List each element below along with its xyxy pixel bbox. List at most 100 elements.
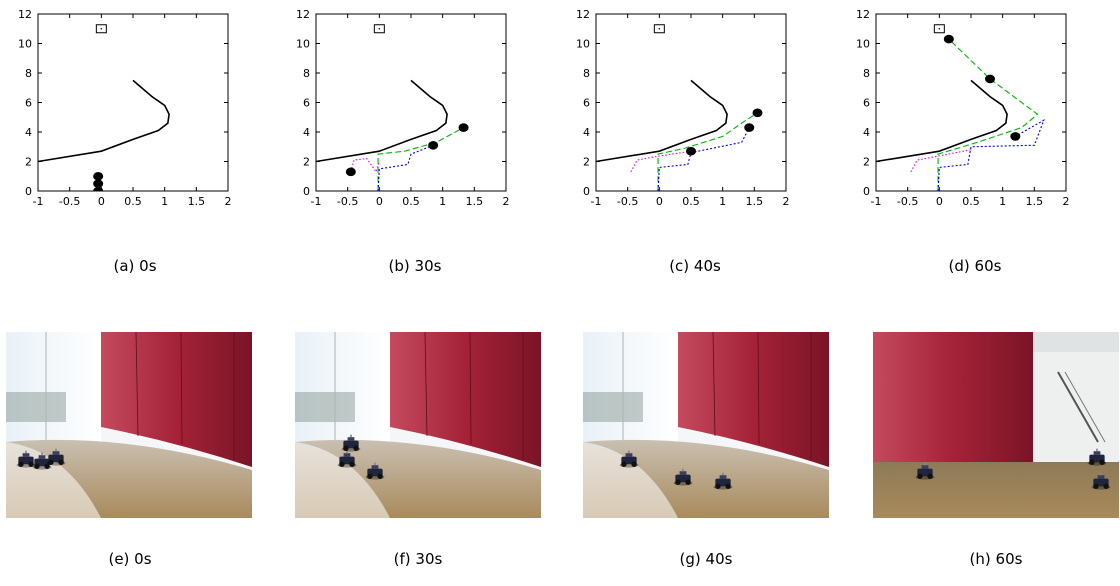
plot-area [596,79,763,191]
photo-f [295,332,541,518]
plot-c-svg: -1 -0.5 0 0.5 1 1.5 2 0 2 4 6 8 10 12 [576,8,790,208]
trajectory-magenta [910,149,972,173]
y-tick-label: 8 [863,67,870,80]
trajectory-blue [377,144,434,191]
plot-frame [37,13,229,192]
photo-h [873,332,1119,518]
sun-glare [583,442,678,518]
plot-frame [595,13,787,192]
y-tick-label: 4 [303,126,310,139]
robot-marker [1010,132,1021,141]
plot-area [316,79,469,191]
y-tick-label: 10 [18,38,32,51]
x-tick-label: 1 [439,195,446,208]
staircase-rail [1057,371,1099,443]
y-tick-label: 2 [583,156,590,169]
red-wall [678,332,829,467]
photo-f-image [295,332,541,518]
robot-marker [686,146,696,156]
red-wall [101,332,252,467]
window [295,332,390,444]
y-tick-label: 0 [863,185,870,198]
x-tick-label: -0.5 [59,195,80,208]
staircase-rail [1064,371,1106,443]
x-tick-label: -0.5 [617,195,638,208]
caption-c: (c) 40s [669,257,721,275]
x-tick-label: 2 [1063,195,1070,208]
x-tick-label: 2 [783,195,790,208]
trajectory-green [937,38,1039,191]
plot-a-svg: -1 -0.5 0 0.5 1 1.5 2 0 2 4 6 8 10 12 [18,8,232,208]
trajectory-blue [657,127,750,191]
y-tick-label: 0 [303,185,310,198]
robot-photo [32,452,52,470]
y-tick-label: 6 [583,97,590,110]
x-tick-label: 0 [376,195,383,208]
x-tick-label: 0.5 [124,195,142,208]
x-tick-label: 1.5 [746,195,764,208]
goal-marker-dot [658,27,661,30]
y-tick-label: 2 [303,156,310,169]
goal-marker-dot [378,27,381,30]
y-tick-label: 8 [583,67,590,80]
trajectory-blue [937,118,1045,191]
plot-b-svg: -1 -0.5 0 0.5 1 1.5 2 0 2 4 6 8 10 12 [296,8,510,208]
robot-marker [744,123,755,132]
wall-seam [424,332,428,437]
y-tick-label: 8 [25,67,32,80]
floor [873,462,1119,518]
goal-marker-dot [100,27,103,30]
wall-seam [712,332,716,437]
plot-a-figure: -1 -0.5 0 0.5 1 1.5 2 0 2 4 6 8 10 12 [0,0,260,215]
photo-e [6,332,252,518]
x-tick-label: 1.5 [1026,195,1044,208]
trees-outside [6,392,66,422]
robot-marker [458,123,469,132]
y-tick-label: 12 [296,8,310,21]
trajectory-green [377,127,464,191]
y-tick-label: 6 [863,97,870,110]
robot-marker [943,34,954,44]
robot-photo [619,450,639,468]
goal-marker-dot [938,27,941,30]
robot-photo [46,448,66,466]
x-tick-label: 0.5 [962,195,980,208]
white-room [1033,352,1119,462]
wall-seam [757,332,760,445]
y-tick-label: 12 [576,8,590,21]
photo-g [583,332,829,518]
y-tick-label: 12 [856,8,870,21]
caption-g: (g) 40s [679,550,733,568]
wall-seam [180,332,183,445]
x-tick-label: 0 [98,195,105,208]
plot-frame [875,13,1067,192]
wall-seam [469,332,472,445]
robot-marker [93,171,104,181]
red-wall [390,332,541,467]
photo-g-image [583,332,829,518]
robot-marker [345,167,356,177]
y-tick-label: 0 [25,185,32,198]
wall-path-line [596,79,728,163]
window [583,332,678,444]
robot-marker [985,74,995,84]
trajectory-green [657,112,758,191]
y-tick-label: 2 [863,156,870,169]
robot-photo [1091,472,1111,490]
photo-h-image [873,332,1119,518]
robot-photo [16,450,36,468]
trajectory-magenta [630,150,692,173]
robot-marker [428,140,439,150]
x-tick-label: -0.5 [337,195,358,208]
x-tick-label: 2 [225,195,232,208]
x-tick-label: -1 [33,195,44,208]
trees-outside [583,392,643,422]
y-tick-label: 4 [863,126,870,139]
caption-a: (a) 0s [113,257,157,275]
caption-e: (e) 0s [108,550,152,568]
plot-d-svg: -1 -0.5 0 0.5 1 1.5 2 0 2 4 6 8 10 12 [856,8,1070,208]
wall-seam [135,332,139,437]
y-tick-label: 4 [583,126,590,139]
plot-b-figure: -1 -0.5 0 0.5 1 1.5 2 0 2 4 6 8 10 12 [278,0,538,215]
x-tick-label: 0 [936,195,943,208]
